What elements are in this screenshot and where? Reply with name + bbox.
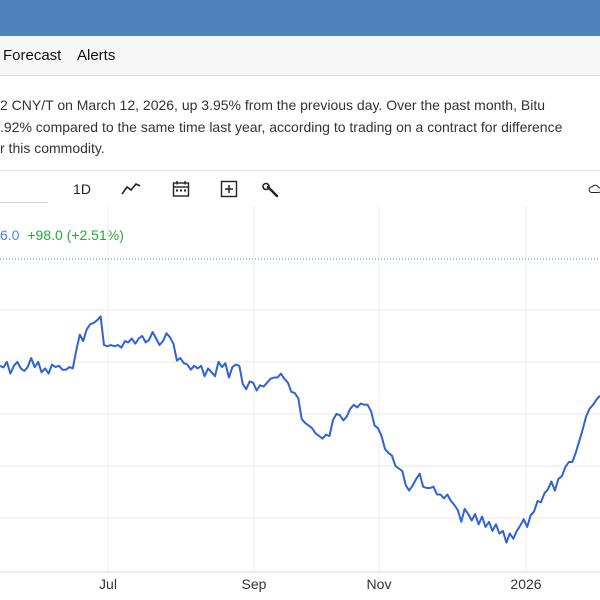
price-chart[interactable]: Jul Sep Nov 2026 — [0, 206, 600, 600]
header-bar — [0, 0, 600, 36]
wrench-icon[interactable] — [261, 177, 281, 201]
chart-toolbar: 1D — [0, 170, 600, 206]
calendar-icon[interactable] — [171, 177, 191, 201]
nav-bar: Forecast Alerts — [0, 36, 600, 76]
last-price: 6.0 — [0, 227, 20, 243]
commodity-summary: 2 CNY/T on March 12, 2026, up 3.95% from… — [0, 95, 600, 160]
summary-line: 2 CNY/T on March 12, 2026, up 3.95% from… — [0, 97, 545, 113]
x-tick-label: Sep — [242, 576, 267, 592]
tab-forecast[interactable]: Forecast — [3, 47, 62, 64]
add-indicator-icon[interactable] — [219, 177, 239, 201]
tab-alerts[interactable]: Alerts — [77, 47, 116, 64]
price-change: +98.0 (+2.51%) — [27, 227, 124, 243]
symbol-input-underline[interactable] — [0, 202, 48, 203]
cloud-download-icon[interactable] — [588, 177, 600, 201]
x-tick-label: Nov — [367, 576, 392, 592]
line-chart-icon[interactable] — [120, 177, 142, 201]
x-tick-label: 2026 — [510, 576, 541, 592]
price-readout: 6.0 +98.0 (+2.51%) — [0, 227, 124, 243]
x-tick-label: Jul — [99, 576, 117, 592]
summary-line: r this commodity. — [0, 140, 105, 156]
price-series-line — [0, 315, 600, 544]
period-1d-button[interactable]: 1D — [70, 177, 94, 201]
period-label: 1D — [73, 181, 91, 197]
summary-line: .92% compared to the same time last year… — [0, 118, 563, 135]
